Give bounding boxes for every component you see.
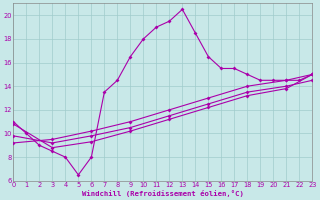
X-axis label: Windchill (Refroidissement éolien,°C): Windchill (Refroidissement éolien,°C) (82, 190, 244, 197)
